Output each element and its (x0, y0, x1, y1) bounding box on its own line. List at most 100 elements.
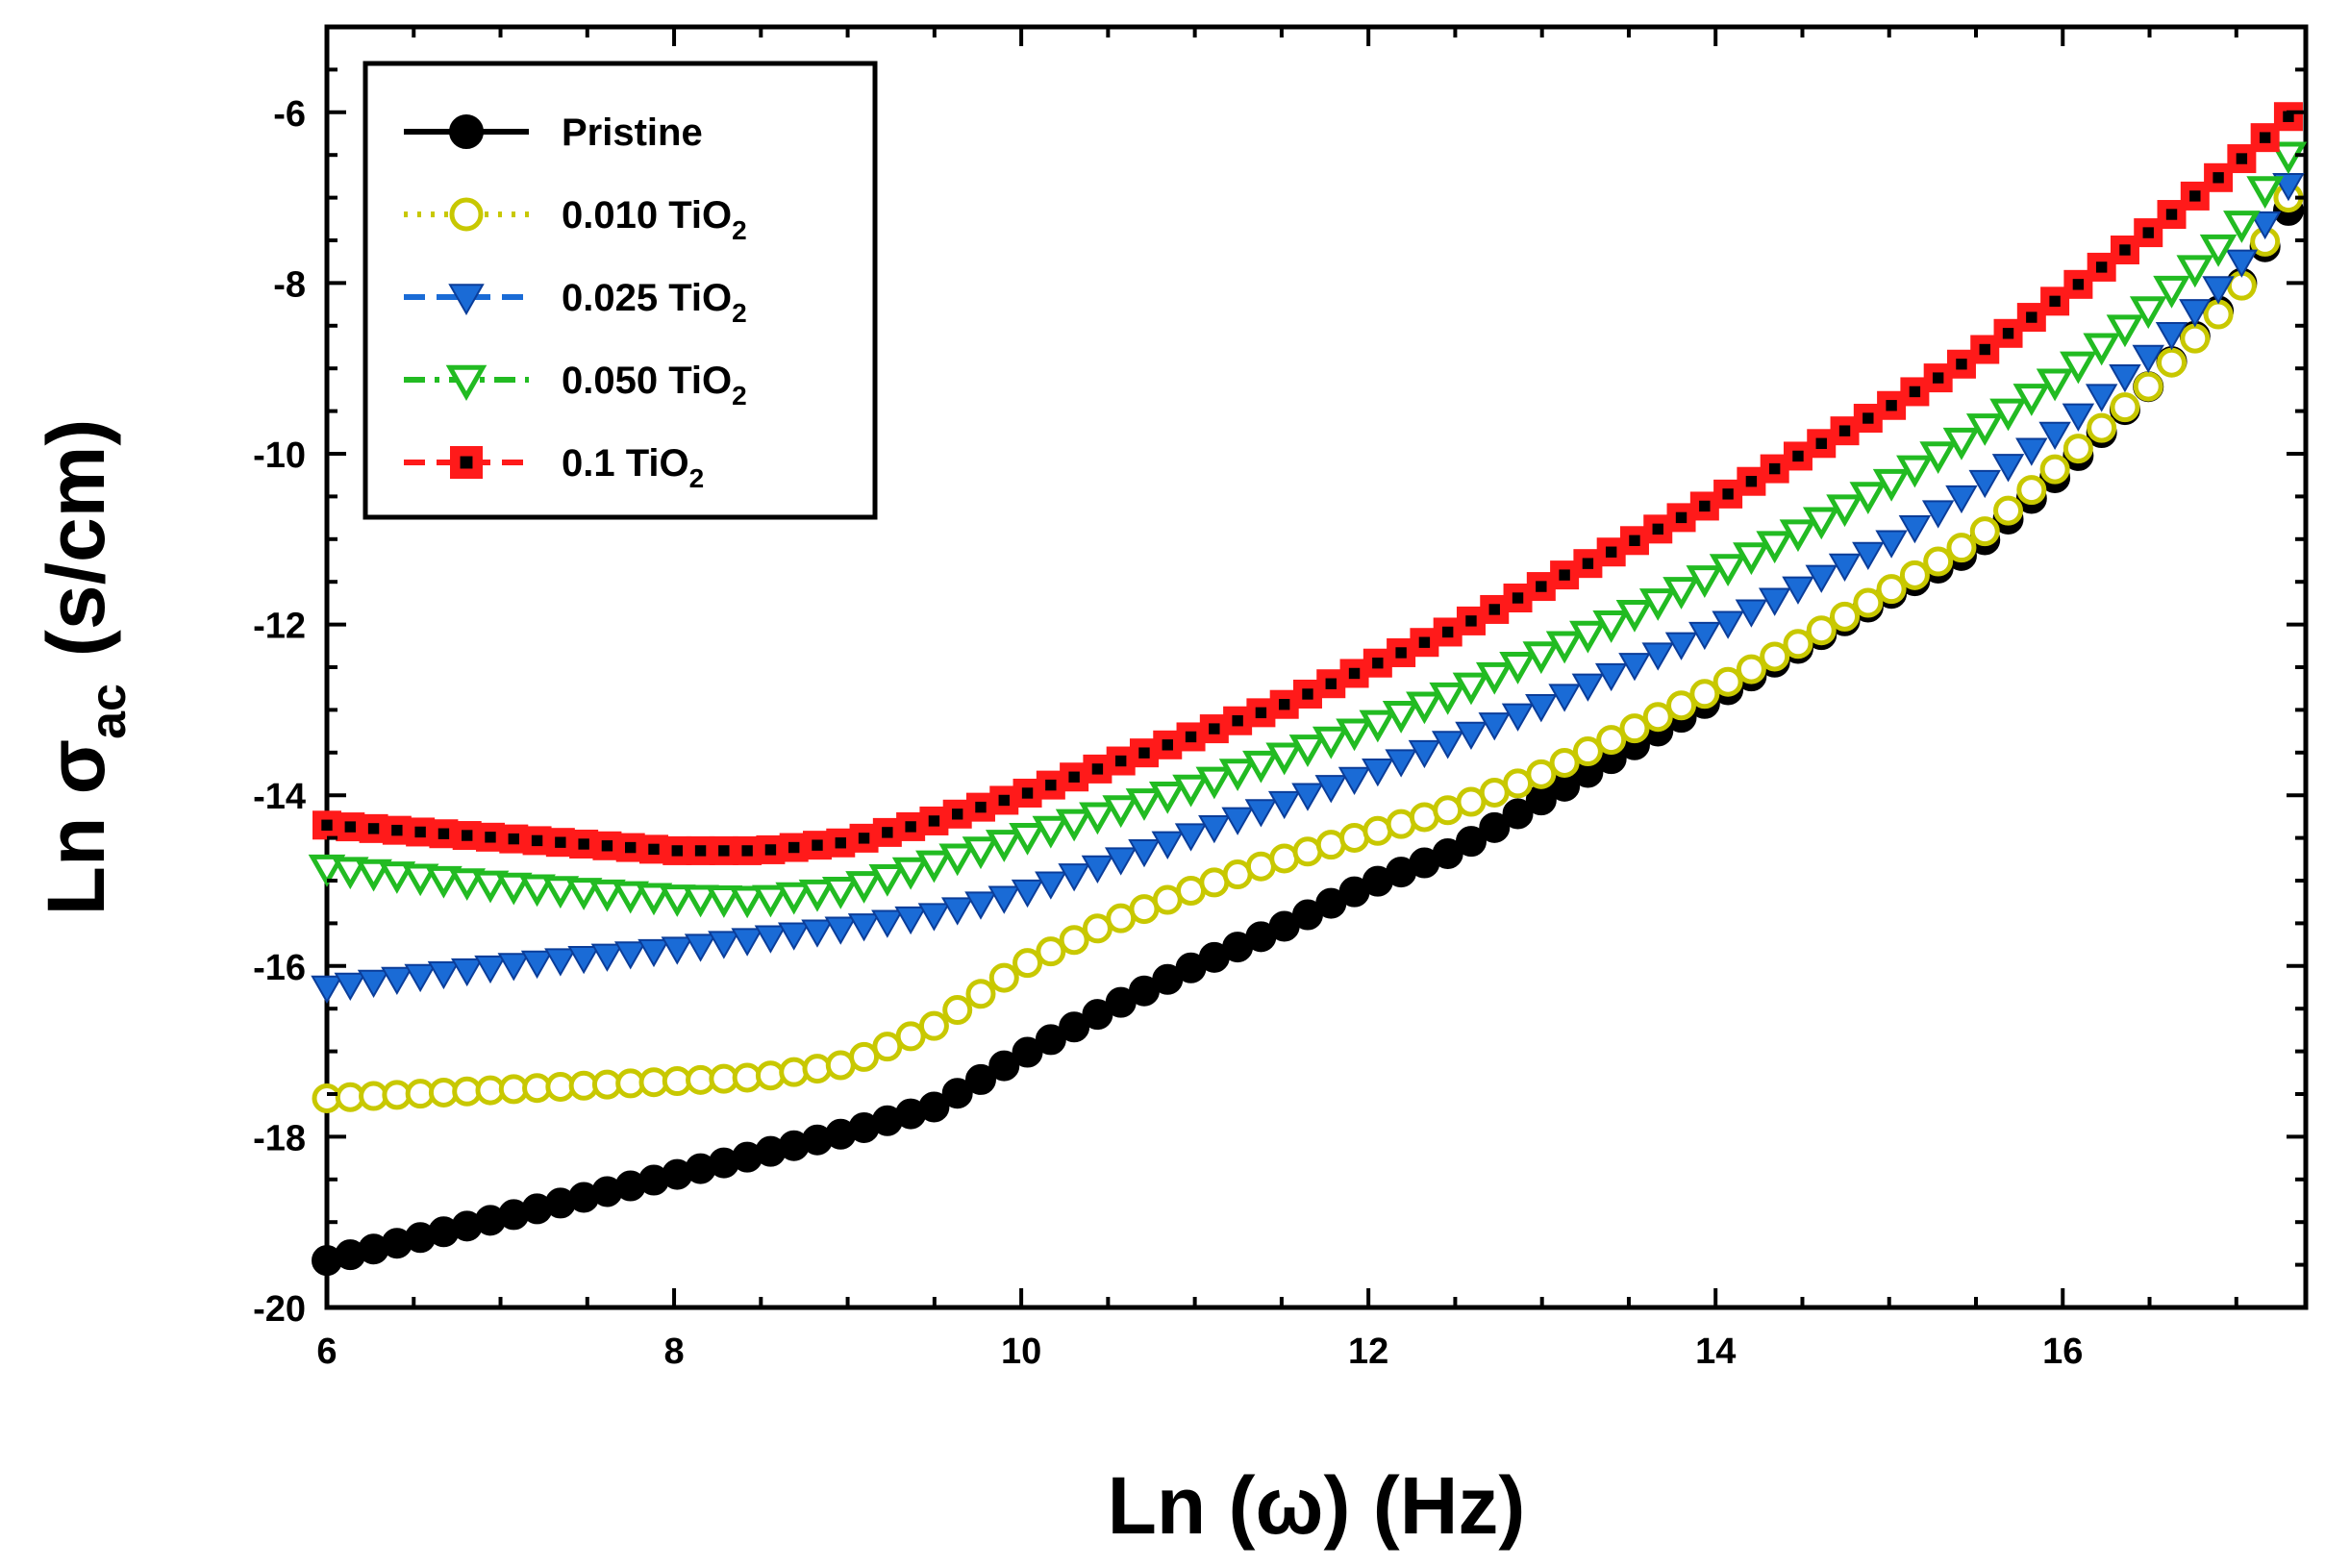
legend-marker (450, 446, 483, 479)
data-point (965, 979, 996, 1009)
data-point (1733, 542, 1770, 576)
data-point (1968, 469, 2001, 499)
data-point (1689, 679, 1720, 709)
data-point (682, 884, 719, 918)
data-point (425, 865, 462, 899)
data-point (917, 903, 951, 932)
data-point (1058, 863, 1090, 892)
legend-label: Pristine (562, 112, 703, 154)
data-point (1501, 703, 1535, 732)
data-point (684, 933, 717, 962)
legend-label: 0.050 TiO2 (562, 360, 747, 411)
y-tick-label: -18 (253, 1118, 306, 1158)
data-point (1946, 533, 1977, 563)
data-point (635, 883, 673, 916)
data-point (497, 953, 531, 982)
y-axis-title: Ln σac (s/cm) (31, 419, 137, 916)
data-point (1408, 739, 1441, 769)
data-point (2248, 211, 2282, 240)
data-point (471, 870, 510, 904)
x-tick-label: 14 (1695, 1332, 1736, 1372)
data-point (450, 958, 484, 987)
data-point (1965, 413, 2004, 446)
data-point (1571, 673, 1605, 702)
axes: 6 8 10 12 14 16 -20 -18 -16 -14 -12 -10 -8 -6 (253, 25, 2306, 1372)
data-point (1218, 759, 1257, 792)
data-point (1830, 601, 1861, 632)
data-point (1662, 577, 1700, 610)
data-point (1545, 631, 1584, 664)
series-0-010-tio2 (312, 183, 2304, 1113)
data-point (1478, 712, 1511, 741)
legend-marker (449, 197, 484, 232)
data-point (1782, 576, 1814, 605)
data-point (520, 950, 554, 980)
data-point (918, 1091, 950, 1123)
data-point (1362, 758, 1394, 787)
data-point (1569, 620, 1607, 654)
data-point (731, 928, 763, 957)
data-point (1012, 948, 1043, 979)
data-point (1195, 766, 1234, 800)
data-point (1082, 913, 1112, 944)
y-axis-title-subscript: ac (81, 684, 137, 739)
data-point (381, 966, 413, 996)
y-axis-title-text: Ln σac (s/cm) (31, 419, 137, 916)
data-point (2038, 421, 2071, 450)
data-point (801, 919, 834, 948)
data-point (1032, 815, 1070, 849)
data-point (2203, 299, 2234, 330)
data-point (1688, 621, 1721, 651)
data-point (357, 969, 390, 999)
data-point (2176, 255, 2214, 288)
data-point (1312, 726, 1350, 759)
data-point (2062, 403, 2095, 432)
data-point (1174, 823, 1208, 852)
data-point (1989, 398, 2027, 432)
data-point (1151, 831, 1184, 859)
data-point (1991, 454, 2025, 483)
data-point (1035, 871, 1067, 900)
x-axis-title: Ln (ω) (Hz) (1108, 1460, 1526, 1551)
data-point (1499, 652, 1537, 684)
data-point (1618, 653, 1651, 682)
data-point (1502, 798, 1534, 830)
data-point (988, 885, 1020, 914)
data-point (2273, 102, 2303, 132)
data-point (1055, 809, 1093, 842)
data-point (1525, 694, 1558, 723)
data-point (705, 885, 743, 918)
data-point (964, 1063, 996, 1095)
data-point (752, 884, 789, 918)
data-point (1852, 541, 1885, 571)
data-point (1338, 766, 1371, 796)
data-point (1921, 500, 1955, 529)
data-point (2180, 323, 2211, 354)
y-tick-label: -6 (273, 94, 306, 135)
data-point (1735, 599, 1768, 628)
series-layer (308, 102, 2308, 1277)
data-point (1172, 774, 1210, 808)
x-axis-title-text: Ln (ω) (Hz) (1108, 1460, 1526, 1551)
y-tick-label: -14 (253, 777, 306, 817)
data-point (311, 975, 343, 1005)
data-point (613, 941, 647, 970)
data-point (378, 861, 416, 894)
y-tick-label: -20 (253, 1289, 306, 1330)
data-point (1760, 641, 1790, 672)
legend-label: 0.010 TiO2 (562, 194, 747, 245)
data-point (427, 960, 461, 990)
data-point (1919, 441, 1957, 475)
data-point (1035, 1024, 1066, 1056)
data-point (964, 891, 997, 920)
data-point (2129, 296, 2167, 330)
data-point (1709, 554, 1747, 587)
legend-box (362, 61, 878, 520)
data-point (2087, 412, 2117, 443)
data-point (1385, 749, 1417, 778)
data-point (845, 871, 883, 904)
data-point (1712, 610, 1744, 639)
y-axis-title-unit: (s/cm) (31, 419, 121, 657)
legend-item: Pristine (404, 112, 703, 154)
data-point (985, 830, 1023, 862)
